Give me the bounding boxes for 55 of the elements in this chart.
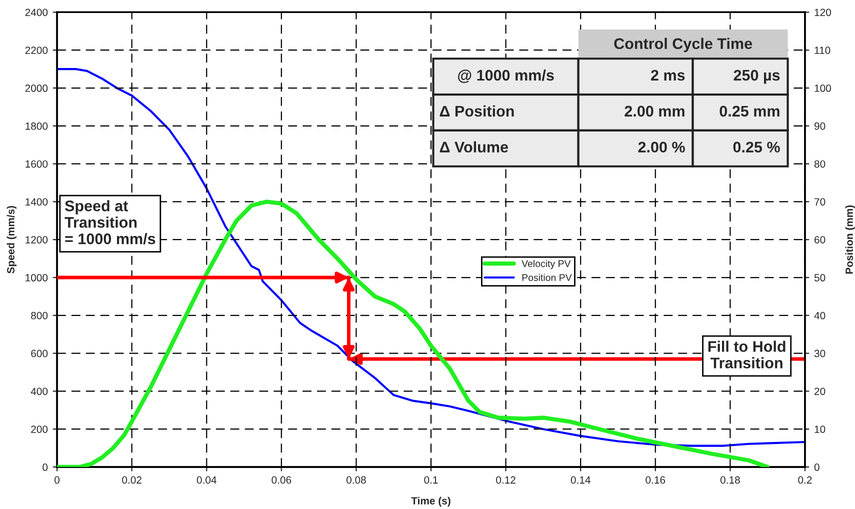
y-tick-label: 800 [31, 312, 48, 320]
y2-axis-title: Position (mm) [845, 205, 855, 274]
y-tick-label: 1400 [26, 198, 48, 206]
y2-tick-label: 90 [814, 122, 826, 130]
y2-tick-label: 50 [814, 274, 826, 282]
y-axis-title: Speed (mm/s) [6, 206, 16, 274]
x-tick-label: 0.2 [798, 476, 812, 484]
y2-tick-label: 100 [814, 84, 831, 92]
x-tick-label: 0.16 [646, 476, 666, 484]
ref-line-label: Fill to Hold Transition [708, 340, 786, 368]
annotation: Δ Position [440, 105, 514, 117]
x-tick-label: 0.18 [720, 476, 740, 484]
x-tick-label: 0.1 [424, 476, 438, 484]
annotation: 2.00 mm [624, 106, 684, 117]
legend-label: Position PV [522, 274, 572, 282]
y-tick-label: 200 [31, 426, 48, 433]
x-tick-label: 0.12 [496, 476, 516, 484]
y2-tick-label: 10 [814, 426, 826, 433]
x-tick-label: 0.08 [346, 476, 366, 484]
annotation: Δ Volume [440, 141, 508, 153]
annotation: Control Cycle Time [614, 38, 752, 52]
y-tick-label: 1000 [26, 274, 48, 282]
y-tick-label: 0 [42, 464, 48, 471]
y2-tick-label: 30 [814, 350, 826, 358]
y-tick-label: 400 [30, 388, 48, 396]
y2-tick-label: 70 [814, 198, 826, 206]
x-tick-label: 0 [54, 476, 60, 484]
annotation: 250 µs [734, 70, 780, 84]
y2-tick-label: 110 [814, 46, 830, 54]
annotation: 0.25 mm [720, 106, 780, 117]
y2-tick-label: 40 [814, 312, 826, 320]
x-tick-label: 0.06 [272, 476, 292, 484]
x-tick-label: 0.04 [196, 476, 216, 484]
y-tick-label: 1800 [26, 122, 48, 130]
ref-line-label: Speed at Transition = 1000 mm/s [64, 200, 156, 244]
x-tick-label: 0.02 [122, 476, 142, 484]
y2-tick-label: 20 [814, 388, 826, 396]
annotation: 2 ms [651, 70, 685, 81]
x-tick-label: 0.14 [570, 476, 590, 484]
y2-tick-label: 80 [814, 160, 826, 168]
y2-tick-label: 60 [814, 236, 826, 244]
y-tick-label: 1200 [26, 236, 48, 244]
y2-tick-label: 120 [814, 8, 831, 16]
annotation: 0.25 % [733, 142, 780, 153]
y-tick-label: 2400 [25, 8, 48, 16]
y-tick-label: 2200 [25, 46, 48, 54]
annotation: @ 1000 mm/s [458, 69, 554, 83]
legend-label: Velocity PV [522, 260, 571, 270]
y-tick-label: 600 [31, 350, 48, 358]
line-series [57, 68, 805, 447]
y-tick-label: 1600 [26, 160, 48, 168]
x-axis-title: Time (s) [411, 496, 450, 507]
y2-tick-label: 0 [814, 464, 820, 471]
annotation: 2.00 % [638, 142, 685, 153]
y-tick-label: 2000 [25, 84, 48, 92]
